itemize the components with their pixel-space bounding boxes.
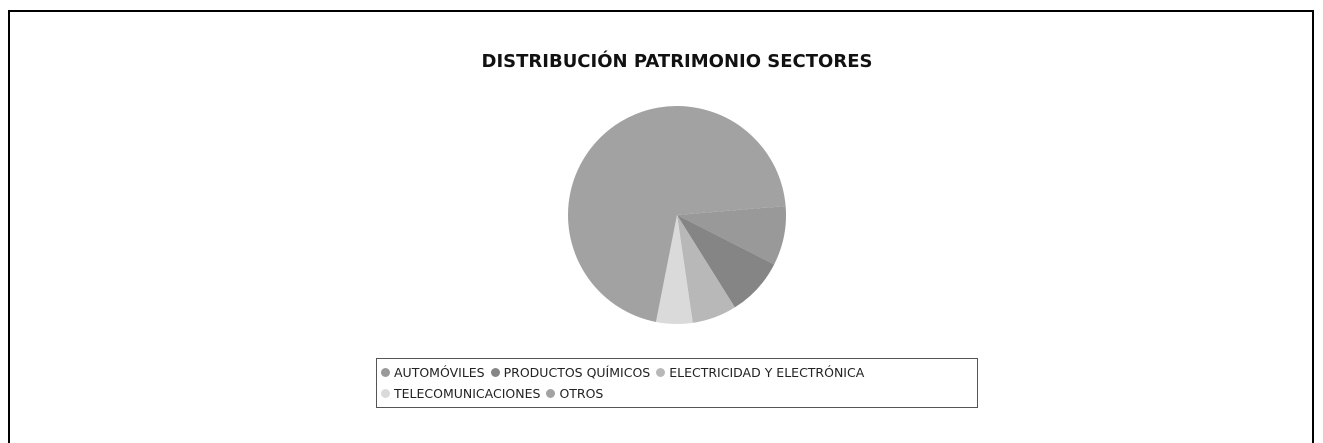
- legend-label: PRODUCTOS QUÍMICOS: [503, 365, 651, 380]
- pie-slice: [655, 215, 693, 324]
- legend-label: AUTOMÓVILES: [394, 365, 485, 380]
- pie-slice: [677, 215, 775, 308]
- legend: AUTOMÓVILES PRODUCTOS QUÍMICOS ELECTRICIDA…: [376, 358, 978, 408]
- legend-item: AUTOMÓVILES: [381, 362, 485, 383]
- pie-slice: [677, 215, 735, 323]
- legend-item: ELECTRICIDAD Y ELECTRÓNICA: [656, 362, 864, 383]
- pie-slice: [677, 206, 786, 265]
- legend-swatch: [546, 389, 556, 398]
- legend-item: PRODUCTOS QUÍMICOS: [490, 362, 651, 383]
- chart-title: DISTRIBUCIÓN PATRIMONIO SECTORES: [482, 50, 873, 72]
- pie-slice: [567, 105, 786, 322]
- legend-label: TELECOMUNICACIONES: [394, 386, 541, 401]
- legend-swatch: [381, 389, 390, 398]
- legend-swatch: [656, 368, 666, 377]
- legend-item: OTROS: [546, 383, 603, 404]
- legend-label: OTROS: [559, 386, 604, 401]
- legend-item: TELECOMUNICACIONES: [381, 383, 540, 404]
- legend-swatch: [381, 368, 390, 377]
- legend-swatch: [490, 368, 500, 377]
- legend-label: ELECTRICIDAD Y ELECTRÓNICA: [669, 365, 865, 380]
